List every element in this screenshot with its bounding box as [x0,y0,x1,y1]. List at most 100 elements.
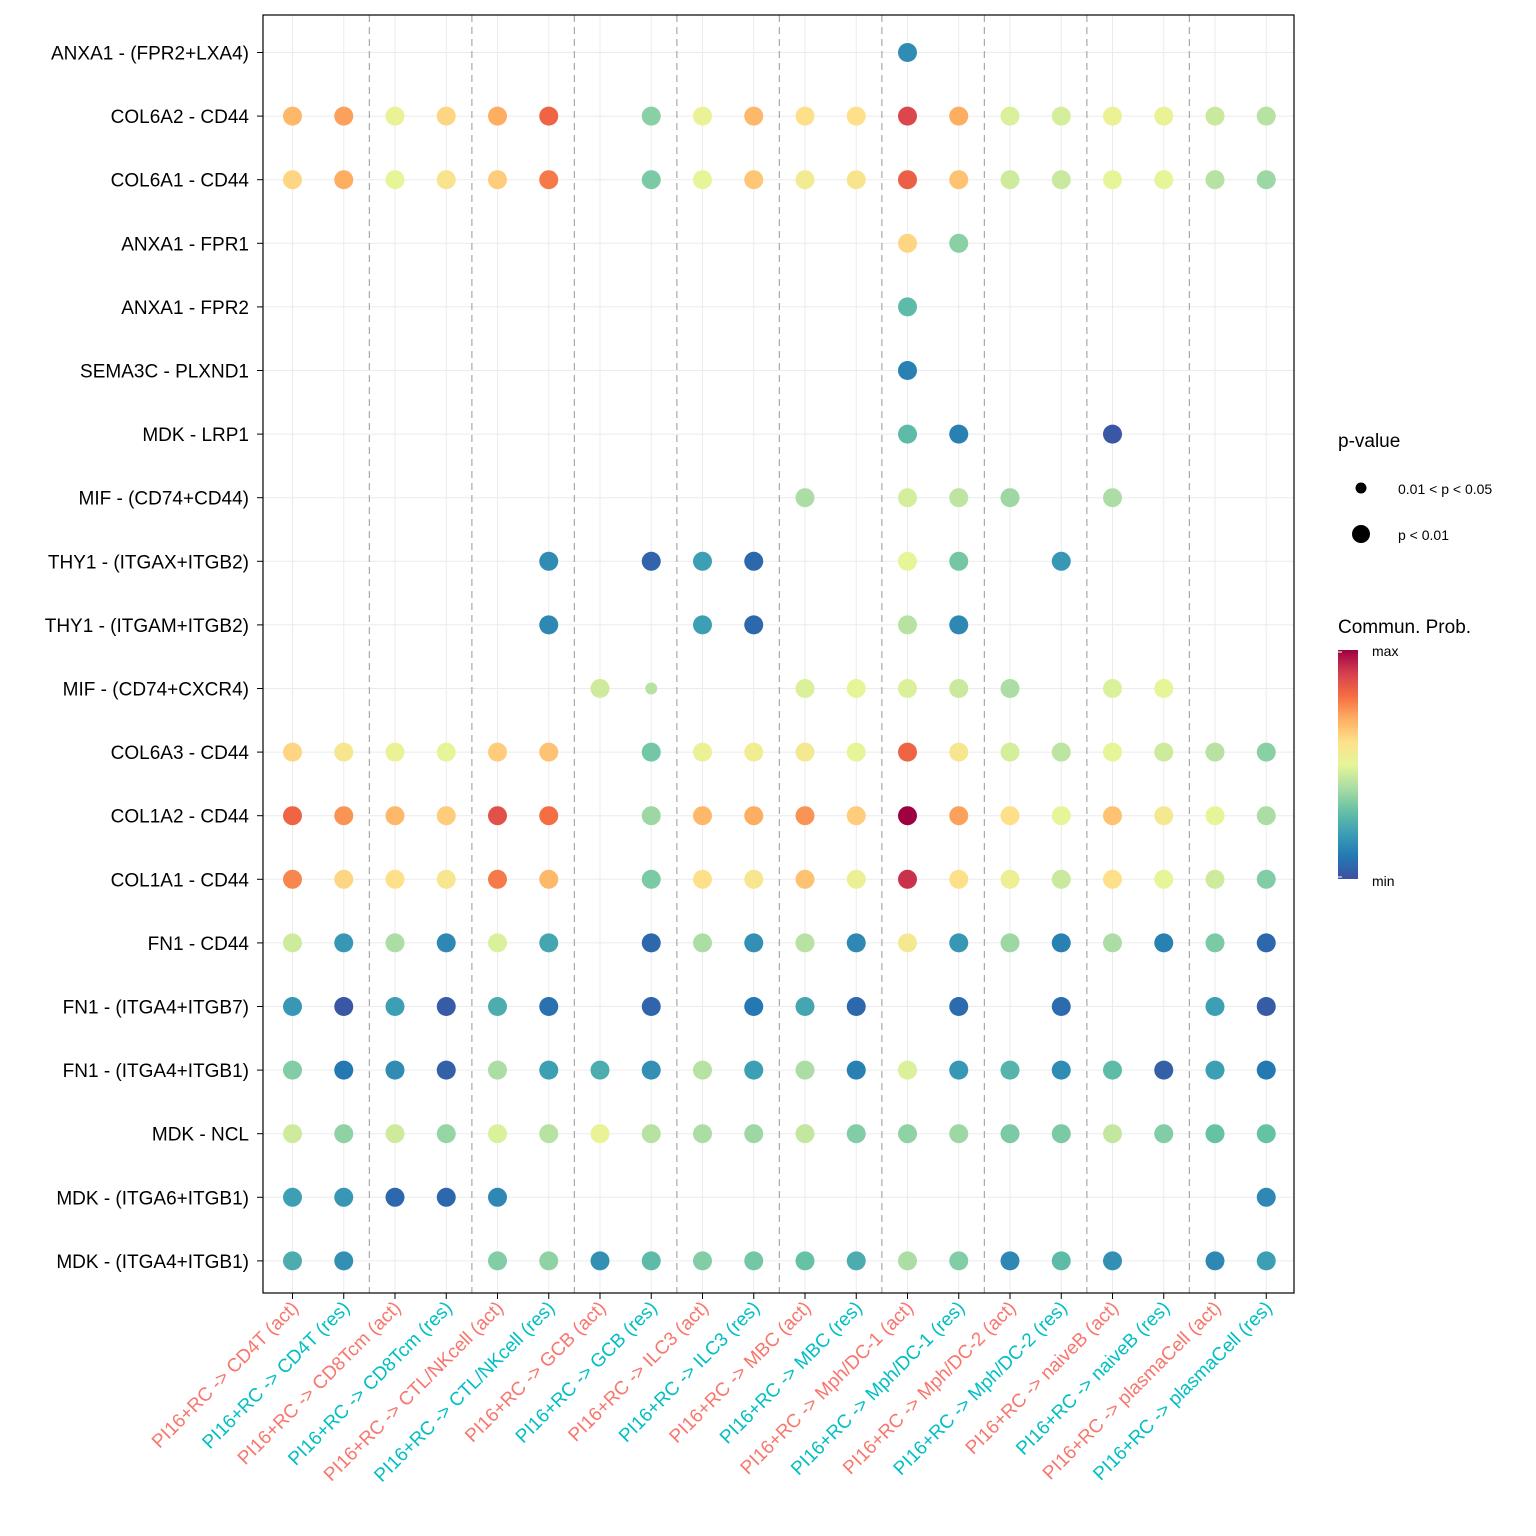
data-point [1000,488,1020,508]
data-point [898,933,917,953]
data-point [744,806,764,826]
data-point [949,742,969,762]
data-point [693,1124,712,1144]
data-point [898,742,917,762]
data-point [1205,1124,1225,1144]
data-point [1051,933,1071,953]
data-point [693,933,712,953]
data-point [385,1187,405,1207]
y-tick-label: ANXA1 - (FPR2+LXA4) [51,44,249,65]
data-point [949,1124,969,1144]
data-point [1256,997,1276,1016]
data-point [488,1124,507,1144]
data-point [1051,106,1071,126]
data-point [949,1060,969,1080]
data-point [693,806,712,826]
data-point [898,1251,917,1271]
data-point [283,1251,302,1271]
data-point [385,742,405,762]
data-point [539,1060,559,1080]
data-point [949,869,969,889]
data-point [949,424,969,444]
data-point [539,106,559,126]
colorbar-min-label: min [1372,873,1395,889]
data-point [949,170,969,190]
y-tick-label: MIF - (CD74+CD44) [79,489,250,510]
data-point [1205,1060,1225,1080]
data-point [334,1251,354,1271]
data-point [693,106,712,126]
data-point [1256,742,1276,762]
y-tick-label: THY1 - (ITGAX+ITGB2) [48,552,249,573]
data-point [846,742,866,762]
data-point [744,1124,764,1144]
data-point [846,997,866,1016]
data-point [846,806,866,826]
data-point [1051,1124,1071,1144]
data-point [488,1060,507,1080]
data-point [385,997,405,1016]
pvalue-legend-small-dot [1355,482,1367,494]
data-point [488,106,507,126]
data-point [898,43,917,62]
data-point [334,1124,354,1144]
data-point [334,997,354,1016]
data-point [1000,869,1020,889]
data-point [949,106,969,126]
colorbar-max-label: max [1372,643,1398,659]
data-point [283,1124,302,1144]
data-point [1000,742,1020,762]
y-tick-label: MIF - (CD74+CXCR4) [63,680,249,701]
data-point [385,933,405,953]
data-point [539,869,559,889]
data-point [693,170,712,190]
data-point [898,106,917,126]
data-point [436,742,456,762]
data-point [488,806,507,826]
data-point [1103,106,1122,126]
y-tick-label: FN1 - (ITGA4+ITGB1) [63,1061,249,1082]
data-point [539,170,559,190]
data-point [898,1060,917,1080]
data-point [1051,869,1071,889]
pvalue-legend-large-dot [1352,525,1370,543]
group-separators [368,15,1190,1293]
data-point [1051,742,1071,762]
data-point [1256,106,1276,126]
pvalue-legend-title: p-value [1338,431,1400,452]
data-point [436,1187,456,1207]
data-point [1205,806,1225,826]
data-point [1000,1251,1020,1271]
data-point [590,1251,610,1271]
data-point [641,869,661,889]
data-point [846,679,866,698]
y-tick-label: THY1 - (ITGAM+ITGB2) [45,616,249,637]
data-point [744,869,764,889]
colorbar [1338,650,1358,879]
data-point [1103,488,1122,508]
data-point [795,806,815,826]
data-point [1154,170,1174,190]
data-point [1103,869,1122,889]
data-point [795,1060,815,1080]
data-point [385,106,405,126]
data-point [949,233,969,253]
data-point [1051,1060,1071,1080]
data-point [539,1124,559,1144]
data-point [1051,551,1071,571]
data-point [949,933,969,953]
grid-lines [263,15,1294,1293]
data-point [488,742,507,762]
data-point [436,869,456,889]
data-point [334,933,354,953]
data-point [1154,933,1174,953]
data-point [1000,806,1020,826]
data-point [385,1124,405,1144]
data-point [1000,1060,1020,1080]
data-point [488,1187,507,1207]
data-point [898,679,917,698]
data-point [898,1124,917,1144]
data-point [641,106,661,126]
data-point [641,1124,661,1144]
data-point [1256,1124,1276,1144]
